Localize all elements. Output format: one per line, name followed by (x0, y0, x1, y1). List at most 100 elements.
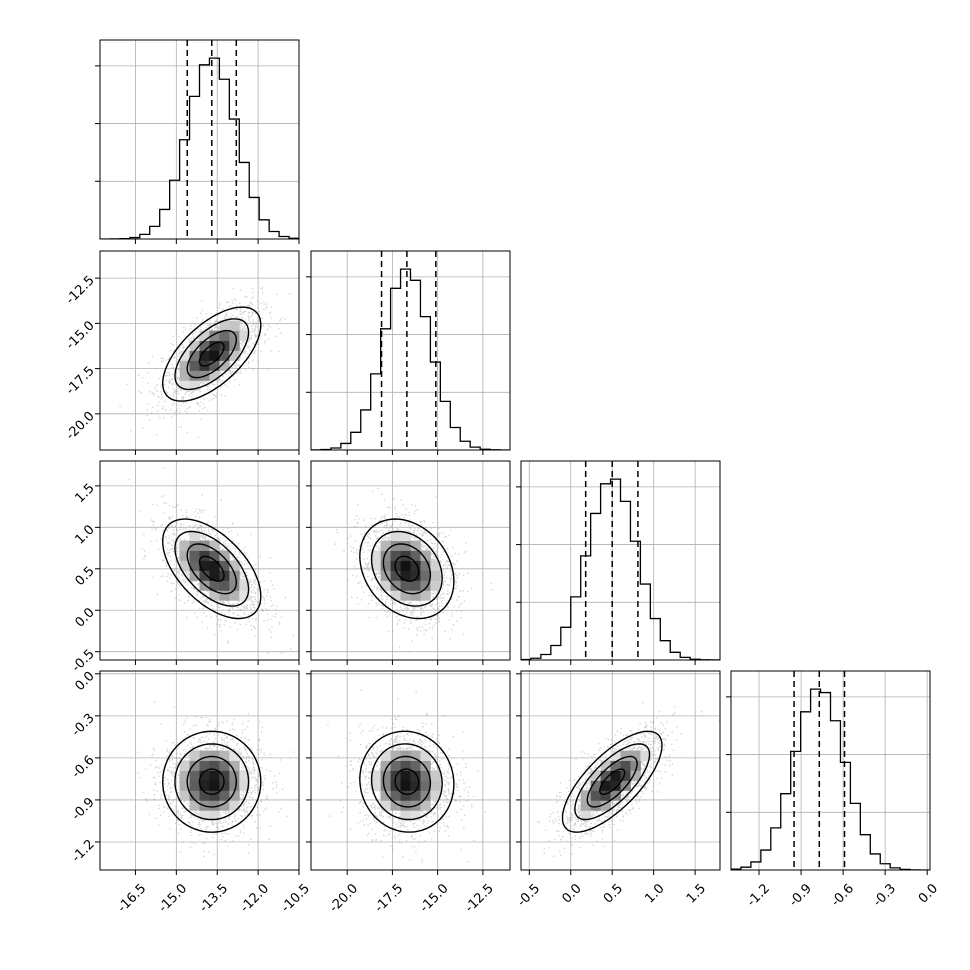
x-tick-label: -10.5 (279, 881, 313, 915)
density-cell (209, 560, 220, 571)
density-cell (219, 780, 230, 791)
density-cell (209, 750, 220, 761)
density-cell (229, 750, 240, 761)
density-cell (179, 780, 190, 791)
density-cell (400, 570, 411, 581)
density-cell (229, 580, 240, 591)
density-cell (380, 760, 391, 771)
density-cell (400, 780, 411, 791)
density-cell (420, 570, 431, 581)
density-cell (400, 550, 411, 561)
density-cell (400, 580, 411, 591)
density-cell (430, 790, 441, 801)
panel-frame (99, 670, 300, 871)
x-tick-label: 1.0 (642, 881, 667, 906)
x-tick-label: -1.2 (744, 881, 773, 910)
density-cell (380, 560, 391, 571)
density-cell (600, 790, 611, 801)
density-cell (630, 760, 641, 771)
density-cell (610, 760, 621, 771)
x-tick-label: -0.5 (515, 881, 544, 910)
density-cell (189, 380, 200, 391)
x-tick-label: -0.3 (871, 881, 900, 910)
histogram-2 (521, 478, 720, 660)
density-cell (229, 790, 240, 801)
density-cell (600, 780, 611, 791)
density-cell (410, 760, 421, 771)
y-tick-label: 0.5 (72, 564, 97, 589)
density-cell (380, 780, 391, 791)
density-cell (209, 810, 220, 821)
density-cell (199, 750, 210, 761)
panel-3-0 (95, 670, 300, 875)
density-cell (209, 580, 220, 591)
x-tick-label: -0.9 (786, 881, 815, 910)
density-cell (380, 580, 391, 591)
contour-2 (574, 743, 651, 821)
density-cell (380, 800, 391, 811)
density-cell (199, 760, 210, 771)
panel-frame (310, 670, 511, 871)
density-cell (219, 560, 230, 571)
density-cell (179, 790, 190, 801)
density-cell (410, 590, 421, 601)
density-cell (239, 590, 250, 601)
density-cell (420, 780, 431, 791)
density-cell (380, 790, 391, 801)
panel-content (521, 671, 720, 870)
x-tick-label: -17.5 (372, 881, 406, 915)
density-cell (620, 750, 631, 761)
density-cell (219, 800, 230, 811)
density-cell (189, 370, 200, 381)
density-cell (400, 760, 411, 771)
y-tick-label: 1.5 (72, 481, 97, 506)
density-cell (390, 550, 401, 561)
density-cell (189, 360, 200, 371)
density-cell (229, 590, 240, 601)
density-cell (199, 790, 210, 801)
density-cell (390, 570, 401, 581)
histogram-3 (731, 688, 930, 870)
contour-3 (359, 518, 455, 620)
density-cell (199, 560, 210, 571)
density-cell (430, 560, 441, 571)
density-cell (229, 320, 240, 331)
histogram-1 (311, 268, 510, 450)
density-cell (430, 580, 441, 591)
density-cell (410, 570, 421, 581)
density-cell (179, 350, 190, 361)
density-cell (179, 380, 190, 391)
density-cell (390, 540, 401, 551)
density-cell (410, 550, 421, 561)
density-cell (189, 340, 200, 351)
density-cell (420, 560, 431, 571)
density-cell (410, 770, 421, 781)
panel-3-3 (726, 670, 931, 875)
contour-0 (394, 768, 420, 795)
contour-3 (359, 730, 455, 833)
x-tick-label: 0.5 (601, 881, 626, 906)
density-cell (380, 770, 391, 781)
density-cell (229, 780, 240, 791)
density-cell (199, 540, 210, 551)
density-cell (400, 800, 411, 811)
density-cell (209, 550, 220, 561)
density-cell (209, 540, 220, 551)
density-cell (229, 760, 240, 771)
density-cell (630, 750, 641, 761)
density-cell (370, 780, 382, 791)
x-tick-label: -15.0 (156, 881, 190, 915)
density-cell (199, 570, 210, 581)
density-cell (400, 560, 411, 571)
density-cell (189, 530, 200, 541)
contour-0 (198, 768, 225, 795)
density-cell (410, 780, 421, 791)
x-tick-label: -0.6 (828, 881, 857, 910)
density-cell (630, 770, 641, 781)
panel-2-2 (516, 460, 721, 665)
y-tick-label: -17.5 (63, 364, 97, 398)
scatter-points (119, 287, 291, 438)
panel-3-1 (306, 670, 511, 875)
density-cell (390, 760, 401, 771)
